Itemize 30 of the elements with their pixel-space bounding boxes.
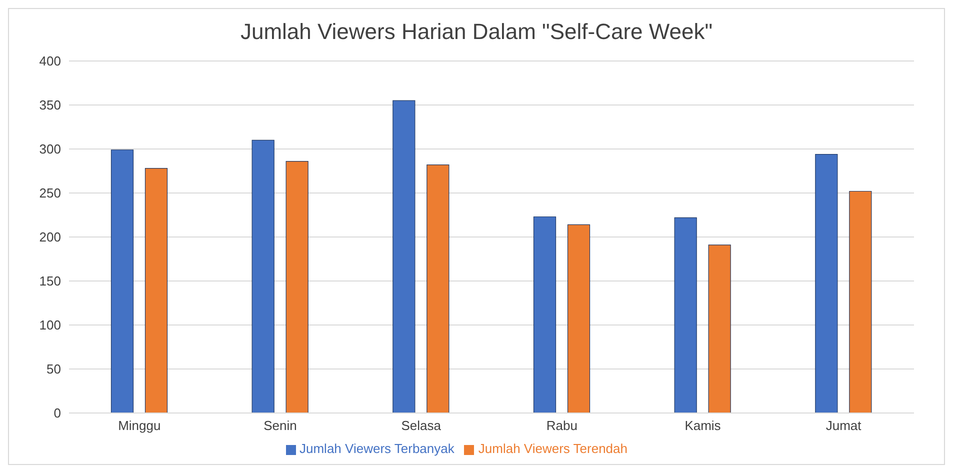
y-tick-label: 200 — [39, 230, 61, 245]
bar — [286, 161, 308, 413]
y-tick-label: 100 — [39, 318, 61, 333]
y-tick-label: 300 — [39, 142, 61, 157]
bar — [849, 190, 872, 413]
legend-label: Jumlah Viewers Terendah — [478, 441, 628, 456]
bar — [426, 164, 450, 413]
bar — [392, 100, 416, 413]
x-tick-label: Rabu — [546, 418, 578, 434]
bar — [708, 244, 731, 413]
bar — [815, 154, 838, 413]
y-tick-label: 50 — [46, 362, 61, 377]
y-tick-label: 150 — [39, 274, 61, 289]
y-tick-label: 250 — [39, 186, 61, 201]
legend-label: Jumlah Viewers Terbanyak — [300, 441, 454, 456]
x-tick-label: Senin — [264, 418, 297, 434]
bar — [110, 150, 134, 413]
bar — [533, 216, 556, 413]
bar — [674, 217, 697, 413]
x-tick-label: Jumat — [826, 418, 862, 434]
x-tick-label: Minggu — [118, 418, 161, 434]
y-tick-label: 400 — [39, 54, 61, 69]
bar — [252, 140, 274, 413]
y-tick-label: 350 — [39, 98, 61, 113]
chart-title: Jumlah Viewers Harian Dalam "Self-Care Week" — [239, 18, 714, 46]
x-tick-label: Selasa — [401, 418, 442, 434]
x-tick-label: Kamis — [684, 418, 722, 434]
bar — [144, 168, 168, 413]
bar — [567, 224, 590, 413]
y-tick-label: 0 — [54, 406, 61, 421]
